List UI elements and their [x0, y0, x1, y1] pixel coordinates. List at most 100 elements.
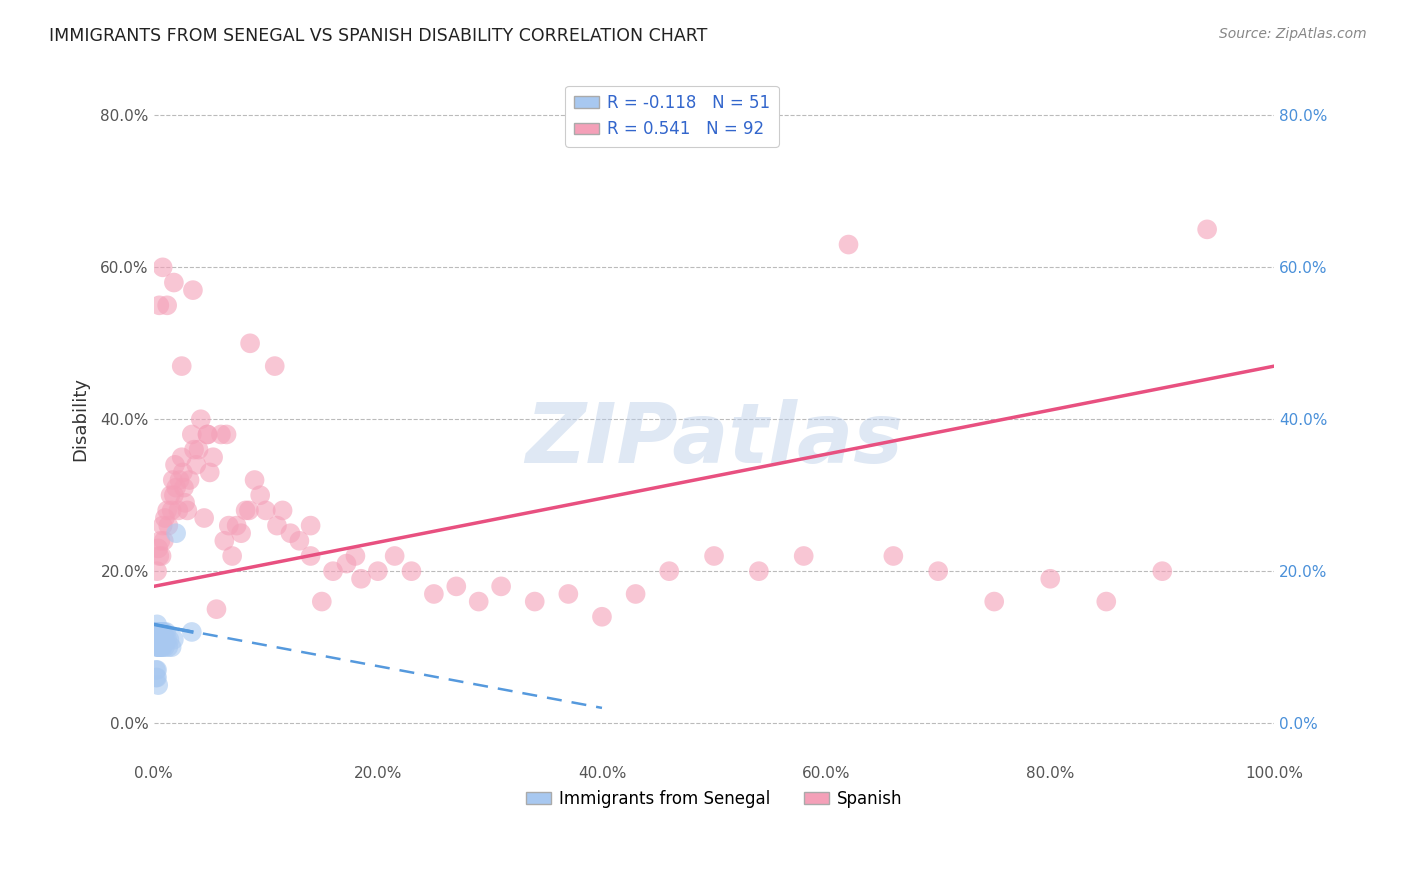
Point	[149, 624, 172, 639]
Point	[793, 549, 815, 563]
Point	[152, 260, 174, 275]
Point	[148, 541, 170, 556]
Point	[148, 632, 170, 647]
Point	[148, 632, 170, 647]
Text: Source: ZipAtlas.com: Source: ZipAtlas.com	[1219, 27, 1367, 41]
Point	[146, 632, 169, 647]
Point	[837, 237, 859, 252]
Point	[148, 298, 170, 312]
Point	[149, 624, 172, 639]
Point	[401, 564, 423, 578]
Point	[163, 488, 186, 502]
Point	[146, 632, 169, 647]
Point	[367, 564, 389, 578]
Point	[148, 632, 170, 647]
Point	[215, 427, 238, 442]
Point	[165, 526, 187, 541]
Point	[152, 632, 174, 647]
Point	[150, 640, 173, 654]
Point	[149, 632, 172, 647]
Point	[225, 518, 247, 533]
Legend: Immigrants from Senegal, Spanish: Immigrants from Senegal, Spanish	[519, 783, 910, 814]
Point	[152, 632, 174, 647]
Point	[148, 624, 170, 639]
Point	[173, 481, 195, 495]
Point	[170, 450, 193, 465]
Point	[180, 427, 202, 442]
Point	[149, 632, 172, 647]
Point	[197, 427, 219, 442]
Point	[703, 549, 725, 563]
Point	[254, 503, 277, 517]
Point	[1039, 572, 1062, 586]
Point	[152, 624, 174, 639]
Point	[288, 533, 311, 548]
Point	[190, 412, 212, 426]
Point	[153, 511, 176, 525]
Point	[159, 488, 181, 502]
Point	[160, 503, 183, 517]
Point	[882, 549, 904, 563]
Point	[148, 678, 170, 692]
Point	[163, 458, 186, 472]
Point	[153, 632, 176, 647]
Point	[384, 549, 406, 563]
Point	[218, 518, 240, 533]
Point	[591, 609, 613, 624]
Point	[311, 594, 333, 608]
Point	[523, 594, 546, 608]
Point	[148, 624, 170, 639]
Point	[148, 624, 170, 639]
Point	[148, 549, 170, 563]
Point	[149, 640, 172, 654]
Point	[148, 640, 170, 654]
Point	[160, 640, 183, 654]
Point	[489, 579, 512, 593]
Point	[205, 602, 228, 616]
Point	[467, 594, 489, 608]
Point	[148, 640, 170, 654]
Point	[157, 632, 180, 647]
Point	[145, 671, 167, 685]
Point	[186, 458, 208, 472]
Text: ZIPatlas: ZIPatlas	[524, 400, 903, 480]
Point	[249, 488, 271, 502]
Point	[148, 632, 170, 647]
Point	[183, 442, 205, 457]
Point	[176, 503, 198, 517]
Point	[169, 473, 191, 487]
Point	[1197, 222, 1219, 236]
Point	[214, 533, 236, 548]
Point	[156, 298, 179, 312]
Point	[155, 624, 177, 639]
Point	[181, 283, 204, 297]
Point	[927, 564, 949, 578]
Point	[172, 466, 194, 480]
Point	[145, 663, 167, 677]
Point	[238, 503, 260, 517]
Point	[266, 518, 288, 533]
Point	[167, 503, 190, 517]
Point	[162, 473, 184, 487]
Point	[209, 427, 232, 442]
Point	[423, 587, 446, 601]
Point	[557, 587, 579, 601]
Point	[146, 564, 169, 578]
Point	[152, 518, 174, 533]
Point	[148, 640, 170, 654]
Point	[150, 624, 173, 639]
Point	[150, 549, 173, 563]
Point	[150, 624, 173, 639]
Text: IMMIGRANTS FROM SENEGAL VS SPANISH DISABILITY CORRELATION CHART: IMMIGRANTS FROM SENEGAL VS SPANISH DISAB…	[49, 27, 707, 45]
Point	[229, 526, 252, 541]
Point	[148, 632, 170, 647]
Point	[202, 450, 225, 465]
Point	[221, 549, 243, 563]
Point	[344, 549, 367, 563]
Point	[148, 624, 170, 639]
Point	[280, 526, 302, 541]
Point	[170, 359, 193, 373]
Point	[152, 533, 174, 548]
Point	[446, 579, 468, 593]
Point	[239, 336, 262, 351]
